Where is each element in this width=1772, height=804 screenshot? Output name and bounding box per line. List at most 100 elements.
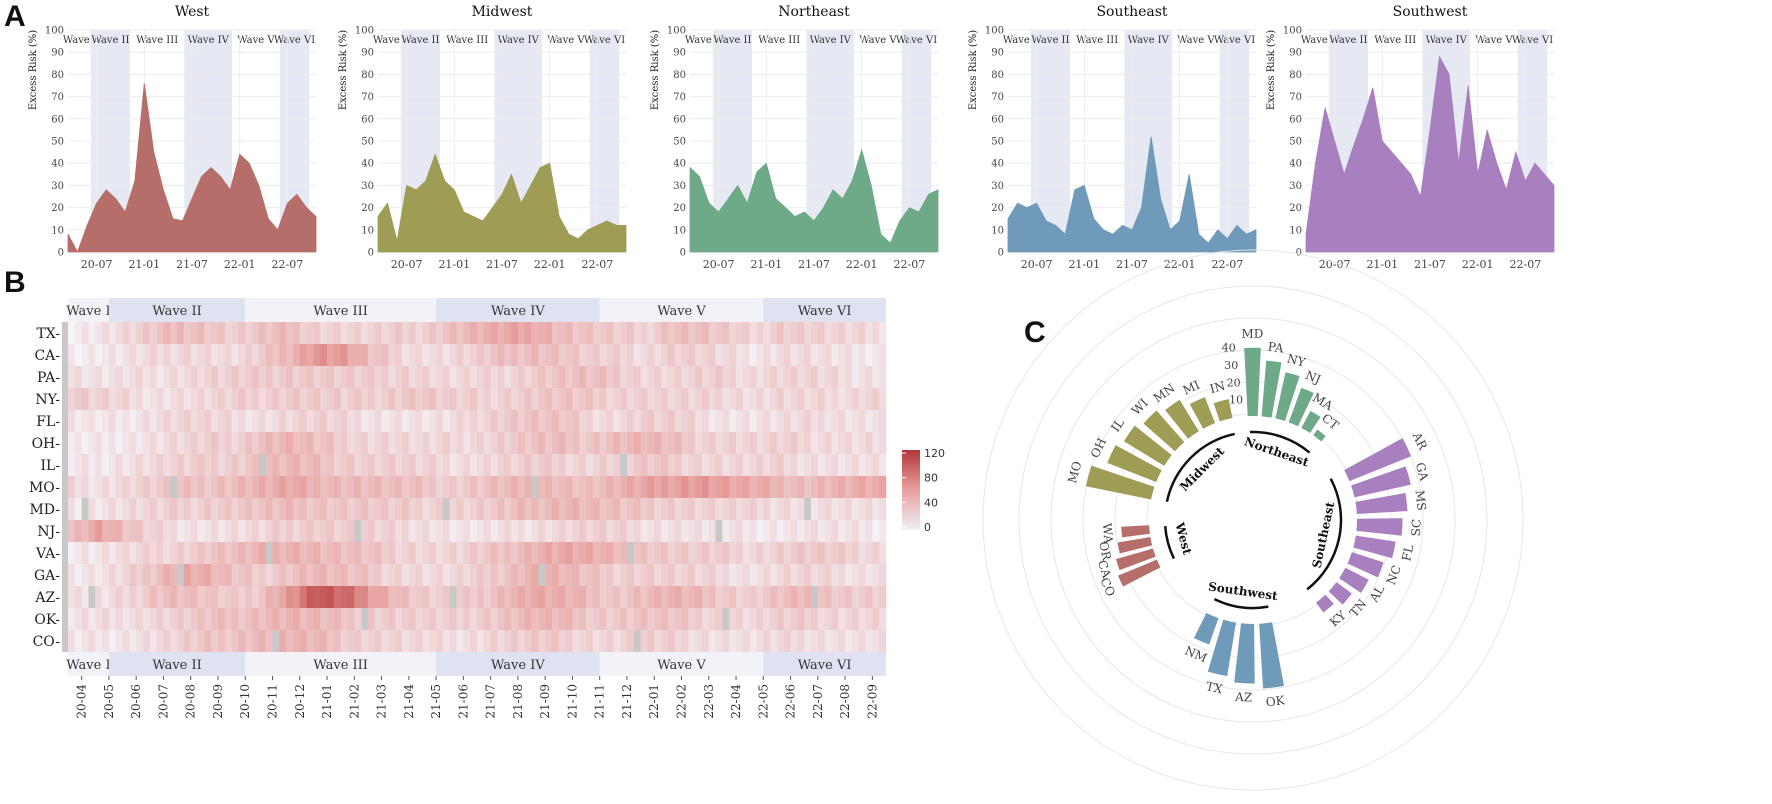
bar-label: CA (1095, 558, 1114, 580)
heat-cell (695, 388, 703, 410)
heat-cell (245, 432, 253, 454)
heat-cell (183, 476, 191, 498)
heat-cell (579, 564, 587, 586)
heat-cell (265, 476, 273, 498)
heat-cell (422, 366, 430, 388)
heat-cell (524, 388, 532, 410)
heat-cell (381, 476, 389, 498)
heat-cell (265, 432, 273, 454)
heat-cell (688, 322, 696, 344)
wave-label: Wave III (1374, 35, 1416, 46)
heat-cell (177, 388, 185, 410)
heat-cell (606, 542, 614, 564)
heat-cell (115, 564, 123, 586)
heat-cell (804, 410, 812, 432)
series-title: Southeast (1096, 4, 1167, 20)
group-label: West (1172, 520, 1194, 556)
heat-cell (620, 388, 628, 410)
heat-cell (674, 410, 682, 432)
heat-cell (770, 630, 778, 652)
heat-cell (292, 388, 301, 410)
heat-cell (558, 366, 566, 388)
heat-cell (122, 520, 130, 542)
heat-cell (306, 542, 314, 564)
heat-cell (701, 322, 710, 344)
heat-cell (579, 454, 587, 476)
heat-cell (872, 432, 880, 454)
heat-cell (674, 520, 682, 542)
heat-cell (333, 608, 341, 630)
heat-cell (313, 520, 321, 542)
heat-cell (633, 344, 641, 366)
heat-cell (565, 432, 573, 454)
heat-cell (640, 498, 648, 520)
heat-cell (245, 344, 253, 366)
heat-cell (647, 366, 655, 388)
heat-cell (688, 586, 696, 608)
heat-cell (449, 564, 457, 586)
y-tick-label: 10 (991, 225, 1004, 236)
heat-cell (408, 366, 416, 388)
heat-cell (715, 630, 723, 652)
x-tick-label: 22-01 (1164, 258, 1196, 271)
heat-cell (340, 476, 348, 498)
heat-cell (177, 520, 185, 542)
heat-cell (272, 586, 280, 608)
x-tick-label: 22-01 (1462, 258, 1494, 271)
heat-cell (136, 344, 144, 366)
x-tick-label: 21-08 (511, 684, 525, 719)
heat-cell (395, 498, 403, 520)
heat-cell (681, 586, 689, 608)
heat-cell (545, 432, 553, 454)
heat-cell (742, 608, 750, 630)
heat-cell (831, 608, 839, 630)
heat-cell (74, 608, 82, 630)
heat-cell (436, 564, 444, 586)
heat-cell (790, 564, 798, 586)
heat-cell (517, 388, 526, 410)
heat-cell (524, 564, 532, 586)
heat-cell (817, 498, 825, 520)
heat-cell (286, 366, 294, 388)
heat-cell (217, 498, 226, 520)
heat-cell (122, 322, 130, 344)
heat-cell (858, 630, 866, 652)
heat-cell (286, 564, 294, 586)
heat-cell (136, 454, 144, 476)
heat-cell (279, 388, 287, 410)
heat-cell (749, 586, 757, 608)
row-label: GA- (34, 568, 60, 584)
heat-cell (272, 432, 280, 454)
heat-cell (626, 344, 635, 366)
heat-cell (558, 454, 566, 476)
y-axis-label: Excess Risk (%) (1266, 30, 1277, 110)
heat-cell (838, 454, 846, 476)
heat-cell (674, 476, 682, 498)
heat-cell (142, 454, 151, 476)
heat-cell (142, 520, 151, 542)
heat-cell (170, 388, 178, 410)
heat-cell (722, 630, 730, 652)
heat-cell (245, 630, 253, 652)
heat-cell (688, 498, 696, 520)
heat-cell (88, 432, 96, 454)
heat-cell (565, 542, 573, 564)
heat-cell (579, 388, 587, 410)
heat-cell (149, 454, 157, 476)
heat-cell (490, 564, 498, 586)
heat-cell (647, 542, 655, 564)
heat-cell (149, 586, 157, 608)
heat-cell (845, 586, 853, 608)
bar-label: MO (1065, 460, 1084, 485)
heat-cell (436, 630, 444, 652)
heat-cell (695, 454, 703, 476)
heat-cell (763, 432, 771, 454)
heat-cell (858, 586, 866, 608)
heat-cell (68, 410, 76, 432)
heat-cell (770, 520, 778, 542)
heat-cell (865, 542, 873, 564)
heat-cell (245, 564, 253, 586)
heat-cell (681, 520, 689, 542)
heat-cell (347, 410, 355, 432)
heat-cell (231, 586, 239, 608)
